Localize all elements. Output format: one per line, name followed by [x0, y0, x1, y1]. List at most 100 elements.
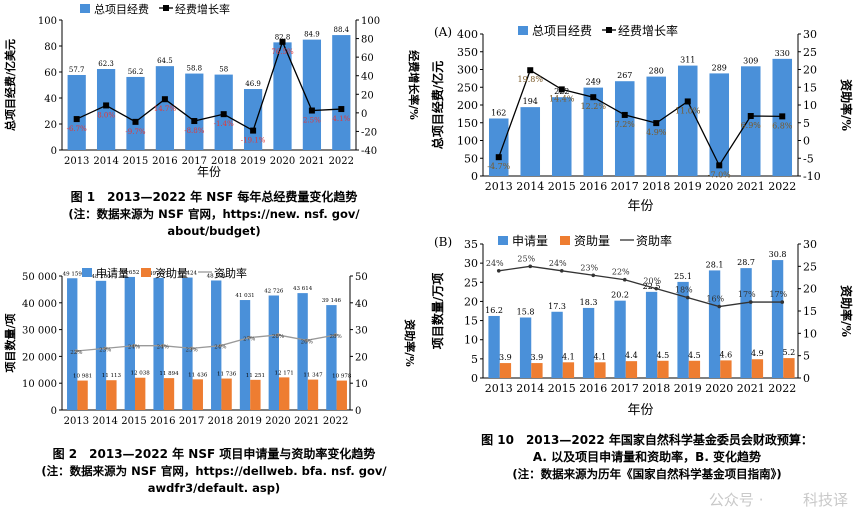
line-marker: [132, 343, 136, 348]
y-tick-label: 300: [457, 64, 478, 77]
y2-tick-label: 10: [355, 379, 368, 390]
bar-primary: [124, 276, 135, 410]
line-value-label: 23%: [580, 263, 598, 272]
legend-label: 资助率: [636, 233, 672, 248]
bar-value-label: 4.1: [562, 352, 575, 361]
bar-primary: [740, 66, 761, 176]
line-value-label: 27%: [243, 337, 255, 343]
x-tick-label: 2013: [64, 416, 89, 427]
bar-value-label: 11 251: [246, 373, 265, 379]
x-tick-label: 2022: [323, 416, 348, 427]
x-tick-label: 2019: [674, 180, 702, 193]
line-marker: [161, 343, 165, 348]
line-marker: [191, 118, 198, 125]
watermark: 公众号 · 科技译: [708, 491, 848, 509]
bar-primary: [740, 268, 752, 378]
y-axis-title: 总项目经费/亿美元: [3, 39, 17, 131]
bar-primary: [551, 311, 563, 378]
x-tick-label: 2020: [705, 180, 733, 193]
y2-axis-title: 经费增长率/%: [407, 50, 421, 120]
chart-fig1: 0 20 40 60 80 100 -40 -20 0 20 40 60 80 100 2013 2014 20…: [3, 2, 421, 179]
y-axis-title: 项目数量/项: [3, 313, 17, 372]
line-value-label: 12.2%: [581, 102, 607, 111]
legend-swatch: [498, 236, 508, 245]
line-value-label: 19.8%: [518, 75, 544, 84]
bar-secondary: [625, 361, 638, 378]
legend-label: 申请量: [96, 267, 129, 280]
bar-primary: [520, 107, 541, 176]
bar-value-label: 3.9: [531, 353, 544, 362]
bar-value-label: 28.1: [706, 260, 724, 269]
line-value-label: 24%: [157, 345, 169, 351]
bar-value-label: 58: [219, 66, 228, 74]
x-tick-label: 2014: [93, 156, 118, 167]
bar-primary: [488, 118, 509, 176]
bar-secondary: [594, 362, 606, 378]
line-marker: [621, 111, 628, 118]
y2-tick-label: 10: [803, 99, 817, 112]
bar-secondary: [531, 363, 543, 378]
x-tick-label: 2015: [121, 416, 146, 427]
bar-secondary: [751, 359, 764, 378]
y2-tick-label: 20: [803, 64, 817, 77]
line-marker: [189, 346, 194, 351]
line-marker: [559, 269, 564, 273]
x-tick-label: 2020: [265, 416, 290, 427]
y2-tick-label: 30: [803, 238, 817, 251]
line-marker: [685, 295, 690, 300]
line-value-label: 8.0%: [97, 111, 115, 119]
x-tick-label: 2022: [768, 180, 796, 193]
y-tick-label: 30: [464, 257, 478, 270]
bar-value-label: 11 113: [102, 373, 122, 379]
y2-tick-label: 0: [803, 135, 810, 148]
y2-tick-label: -5: [803, 152, 814, 165]
bar-value-label: 28.7: [737, 258, 755, 267]
line-marker: [496, 269, 501, 273]
bar-secondary: [192, 379, 203, 410]
bar-primary: [182, 277, 193, 410]
line-marker: [220, 111, 227, 118]
bar-value-label: 18.3: [580, 298, 598, 307]
line-marker: [250, 127, 257, 134]
line-marker: [780, 300, 785, 304]
line-value-label: -4.7%: [487, 162, 510, 171]
bar-primary: [67, 74, 86, 150]
legend-label: 资助量: [155, 266, 188, 280]
line-value-label: 2.5%: [303, 117, 321, 125]
bar-primary: [243, 89, 263, 150]
caption-fig10-note: (注：数据来源为历年《国家自然科学基金项目指南》): [512, 467, 782, 481]
bar-primary: [326, 305, 337, 410]
line-marker: [338, 106, 345, 113]
bar-value-label: 4.5: [657, 351, 670, 360]
growth-rate-line: [498, 69, 783, 167]
bar-value-label: 311: [680, 56, 695, 65]
bar-secondary: [106, 380, 117, 410]
y2-tick-label: 10: [803, 327, 817, 340]
y2-tick-label: 0: [803, 372, 810, 385]
y-tick-label: 10: [464, 334, 478, 347]
legend-label: 资助率: [214, 266, 247, 280]
y2-tick-label: 15: [803, 305, 817, 318]
line-value-label: 4.9%: [646, 128, 667, 137]
bar-value-label: 194: [523, 97, 538, 106]
bar-primary: [582, 307, 595, 378]
bar-value-label: 56.2: [128, 68, 144, 76]
x-axis-title: 年份: [627, 403, 653, 418]
legend-label: 经费增长率: [618, 23, 678, 38]
bar-value-label: 10 981: [73, 374, 92, 380]
caption-fig10-title: 图 10 2013—2022 年国家自然科学基金委员会财政预算：: [481, 433, 813, 447]
x-tick-label: 2018: [642, 382, 670, 395]
y2-axis-title: 资助率/%: [403, 319, 417, 367]
x-tick-label: 2019: [236, 416, 261, 427]
bar-primary: [67, 278, 78, 410]
line-value-label: -8.8%: [184, 127, 204, 135]
caption-fig10-line2: A. 以及项目申请量和资助率，B. 变化趋势: [532, 450, 762, 464]
line-marker: [591, 273, 596, 278]
bar-value-label: 48 200: [91, 274, 111, 280]
line-value-label: 14.4%: [549, 94, 575, 103]
y2-tick-label: 40: [355, 299, 368, 310]
bar-value-label: 10 978: [332, 374, 352, 380]
x-tick-label: 2016: [579, 180, 607, 193]
y2-tick-label: 50: [355, 272, 368, 283]
bar-secondary: [688, 360, 701, 378]
